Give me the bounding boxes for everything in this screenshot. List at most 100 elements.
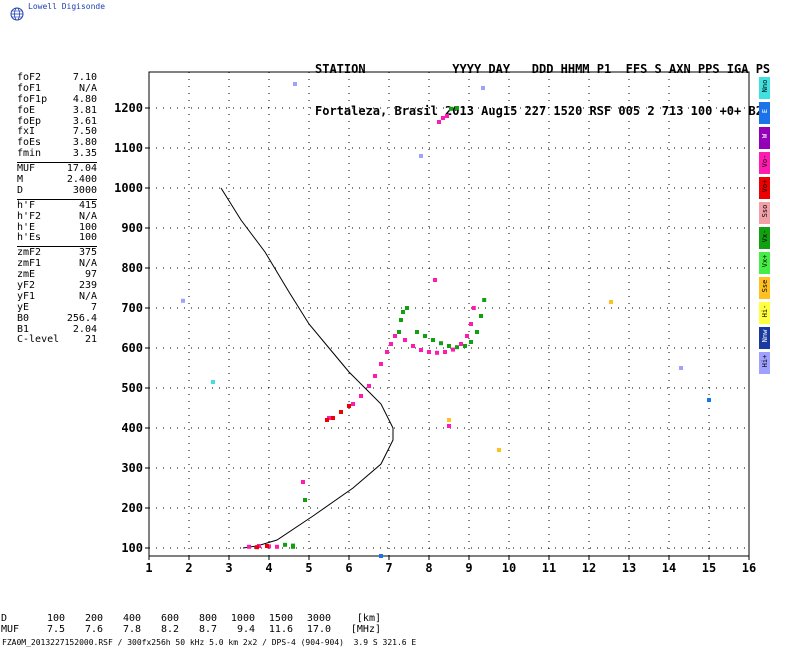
echo-point xyxy=(471,306,476,310)
param-label: zmF2 xyxy=(17,247,42,259)
param-value: 375 xyxy=(78,247,97,259)
param-row: MUF 17.04 xyxy=(17,163,97,175)
echo-point xyxy=(469,322,473,326)
echo-point xyxy=(481,86,485,90)
param-value: 3.35 xyxy=(72,148,97,160)
table-cell: 7.5 xyxy=(46,624,65,635)
echo-point xyxy=(397,330,401,334)
legend-swatch: Vo- xyxy=(759,152,770,174)
param-value: N/A xyxy=(78,258,97,270)
table-cell: 9.4 xyxy=(236,624,255,635)
param-value: 7.50 xyxy=(72,126,97,138)
param-row: h'F 415 xyxy=(17,199,97,212)
legend-swatch: Sse xyxy=(759,277,770,299)
param-separator xyxy=(17,162,97,164)
param-value: 4.80 xyxy=(72,93,97,105)
legend-swatch: Sso xyxy=(759,202,770,224)
legend-swatch: Hi+ xyxy=(759,352,770,374)
table-cell: 1500 xyxy=(268,613,293,624)
echo-point xyxy=(439,341,443,346)
legend-label: Vx- xyxy=(761,229,769,243)
param-label: h'F2 xyxy=(17,210,42,222)
table-cell: 100 xyxy=(46,613,65,624)
param-row: foE 3.81 xyxy=(17,104,97,117)
param-label: foF2 xyxy=(17,72,42,83)
echo-point xyxy=(247,544,251,549)
legend-swatch: Nnw xyxy=(759,327,770,349)
legend-label: Sso xyxy=(761,204,769,218)
echo-point xyxy=(447,418,451,422)
echo-point xyxy=(379,362,383,366)
param-label: B0 xyxy=(17,312,30,324)
x-tick-label: 5 xyxy=(305,561,312,575)
param-value: 17.04 xyxy=(66,163,97,175)
param-label: h'F xyxy=(17,199,36,211)
param-row: foEp 3.61 xyxy=(17,116,97,128)
x-tick-label: 1 xyxy=(145,561,152,575)
echo-point xyxy=(463,344,467,348)
legend-label: Nnw xyxy=(761,329,769,343)
y-tick-label: 1100 xyxy=(114,141,143,155)
x-tick-label: 6 xyxy=(345,561,352,575)
legend-label: Vx+ xyxy=(761,254,769,268)
echo-point xyxy=(679,366,683,370)
param-label: h'E xyxy=(17,221,36,233)
echo-point xyxy=(431,338,435,342)
param-label: foF1p xyxy=(17,93,48,105)
param-label: zmF1 xyxy=(17,258,42,270)
echo-point xyxy=(293,82,297,86)
echo-point xyxy=(435,350,439,355)
x-tick-label: 7 xyxy=(385,561,392,575)
echo-point xyxy=(411,344,415,348)
param-label: yF1 xyxy=(17,290,36,302)
legend-swatch: Hi- xyxy=(759,302,770,324)
echo-point xyxy=(283,542,287,547)
echo-point xyxy=(351,402,355,406)
table-cell: 17.0 xyxy=(306,624,331,635)
legend-label: E xyxy=(761,108,769,114)
table-cell: 600 xyxy=(160,613,179,624)
x-tick-label: 16 xyxy=(742,561,756,575)
param-row: h'Es 100 xyxy=(17,233,97,244)
echo-point xyxy=(359,394,363,398)
echo-point xyxy=(707,398,711,402)
param-row: h'E 100 xyxy=(17,221,97,234)
legend-swatch: Nno xyxy=(759,77,770,99)
table-cell: 8.2 xyxy=(160,624,179,635)
scaled-parameters: foF2 7.10 foF1 N/A foF1p 4.80 foE 3.81 foEp 3.61 f… xyxy=(17,72,97,346)
echo-point xyxy=(415,330,419,334)
echo-point xyxy=(443,350,447,354)
y-tick-label: 1200 xyxy=(114,101,143,115)
table-cell: 3000 xyxy=(306,613,331,624)
file-info-footer: FZA0M_2013227152000.RSF / 300fx256h 50 k… xyxy=(2,638,417,647)
table-row-label: D xyxy=(1,613,8,624)
echo-point xyxy=(301,480,305,484)
echo-point xyxy=(181,298,185,303)
echo-point xyxy=(455,106,459,110)
param-label: h'Es xyxy=(17,232,42,244)
echo-point xyxy=(385,350,389,354)
x-tick-label: 12 xyxy=(582,561,596,575)
param-value: 2.400 xyxy=(66,174,97,186)
x-tick-label: 13 xyxy=(622,561,636,575)
echo-point xyxy=(339,410,343,414)
y-tick-label: 400 xyxy=(121,421,143,435)
param-row: yF2 239 xyxy=(17,280,97,292)
param-value: 3.81 xyxy=(72,104,97,116)
param-row: zmE 97 xyxy=(17,269,97,281)
echo-point xyxy=(373,374,377,378)
echo-point xyxy=(331,416,335,420)
y-tick-label: 300 xyxy=(121,461,143,475)
echo-point xyxy=(419,348,423,352)
echo-point xyxy=(255,545,259,550)
param-row: B1 2.04 xyxy=(17,324,97,336)
echo-point xyxy=(423,334,427,338)
echo-point xyxy=(367,384,371,388)
table-row-label: MUF xyxy=(1,624,20,635)
param-label: zmE xyxy=(17,269,36,281)
table-cell: 800 xyxy=(198,613,217,624)
legend-swatch: W xyxy=(759,127,770,149)
echo-point xyxy=(449,106,453,111)
lowell-logo: Lowell Digisonde xyxy=(6,2,146,22)
param-value: N/A xyxy=(78,210,97,222)
